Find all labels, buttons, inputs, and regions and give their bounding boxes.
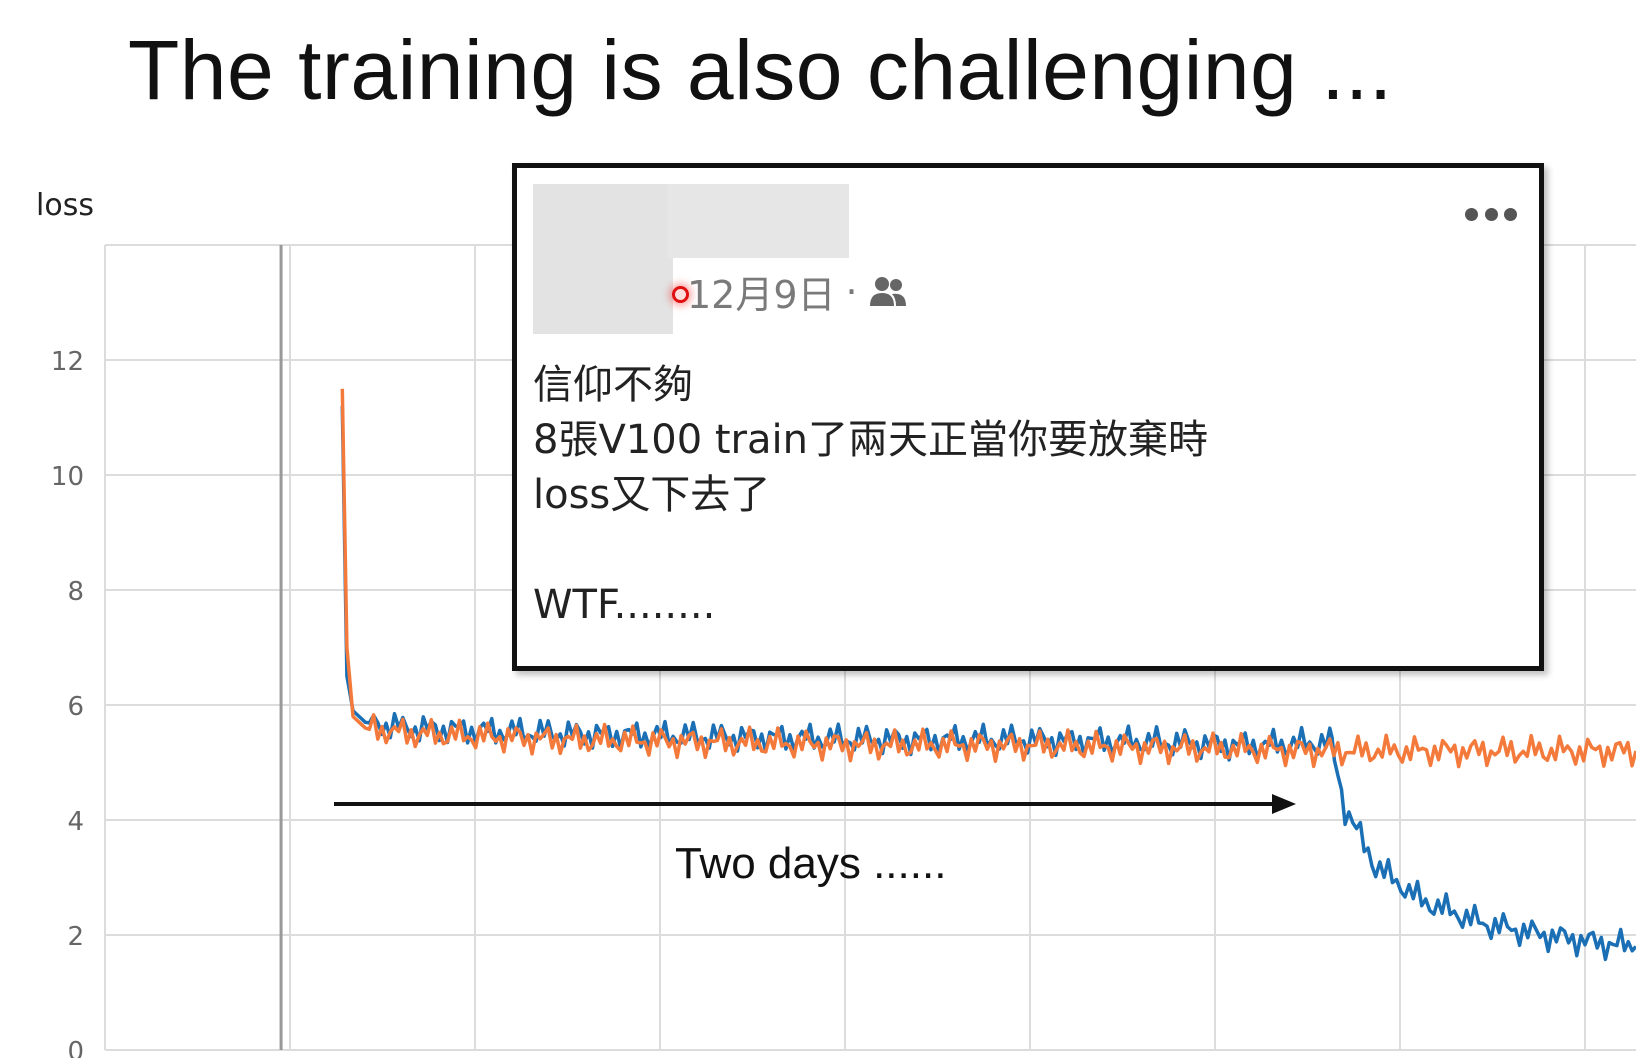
y-tick-label: 2 <box>67 922 84 952</box>
post-date[interactable]: 12月9日 <box>687 273 836 317</box>
two-days-label: Two days ...... <box>675 839 946 888</box>
post-line: 信仰不夠 <box>533 362 693 408</box>
redacted-author-name <box>667 184 849 258</box>
chart-annotations: Two days ...... <box>334 794 1296 888</box>
chart-series <box>340 388 1636 962</box>
post-line-blank <box>533 523 1208 578</box>
post-meta: 12月9日 · <box>687 264 908 319</box>
y-tick-label: 10 <box>51 462 84 492</box>
two-days-arrowhead <box>1272 794 1296 814</box>
chart-y-axis-label: loss <box>36 188 94 223</box>
series-line-orange <box>340 388 1636 769</box>
y-tick-label: 12 <box>51 347 84 377</box>
post-line: loss又下去了 <box>533 472 771 518</box>
social-post-card: 12月9日 · 信仰不夠 8張V100 train了兩天正當你要放棄時 loss… <box>512 163 1544 671</box>
post-line: WTF........ <box>533 582 716 628</box>
post-body: 信仰不夠 8張V100 train了兩天正當你要放棄時 loss又下去了 WTF… <box>533 358 1208 633</box>
friends-icon[interactable] <box>868 274 908 310</box>
y-tick-label: 8 <box>67 577 84 607</box>
y-tick-label: 4 <box>67 807 84 837</box>
cursor-pointer-icon <box>672 286 689 303</box>
more-horizontal-icon[interactable] <box>1465 206 1517 222</box>
post-line: 8張V100 train了兩天正當你要放棄時 <box>533 417 1208 463</box>
y-tick-label: 6 <box>67 692 84 722</box>
y-tick-label: 0 <box>67 1037 84 1058</box>
meta-separator: · <box>845 269 858 314</box>
slide-title: The training is also challenging ... <box>128 23 1393 117</box>
redacted-avatar <box>533 184 673 334</box>
